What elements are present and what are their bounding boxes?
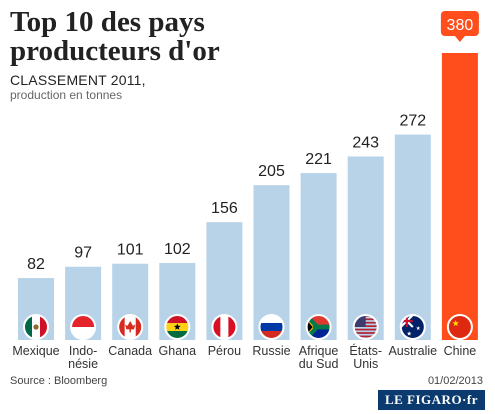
australia-flag-icon <box>399 314 426 340</box>
ghana-flag-icon <box>164 314 191 340</box>
china-flag-icon <box>446 314 473 340</box>
bar-australie <box>394 134 431 340</box>
category-label: Indo-nésie <box>68 344 98 371</box>
category-label: Australie <box>388 344 437 358</box>
bar-chine <box>441 53 478 340</box>
category-label: Pérou <box>208 344 241 358</box>
bar-afrique-du-sud <box>300 173 337 340</box>
value-label: 97 <box>74 245 92 262</box>
category-label: Chine <box>444 344 477 358</box>
value-label-highlight: 380 <box>440 11 479 42</box>
category-label: Mexique <box>12 344 59 358</box>
value-label: 221 <box>305 151 332 168</box>
usa-flag-icon <box>352 314 379 340</box>
mexico-flag-icon <box>23 314 49 340</box>
value-label: 102 <box>164 241 191 258</box>
date-stamp: 01/02/2013 <box>427 375 483 387</box>
svg-text:380: 380 <box>447 17 474 34</box>
bar-états-unis <box>347 156 384 340</box>
chart-title: Top 10 des pays producteurs d'or <box>10 6 220 67</box>
russia-flag-icon <box>258 314 285 340</box>
peru-flag-icon <box>211 314 238 340</box>
category-label: Russie <box>252 344 290 358</box>
category-label: Afrique du Sud <box>299 344 339 371</box>
indonesia-flag-icon <box>70 314 97 340</box>
value-label: 156 <box>211 200 238 217</box>
value-label: 243 <box>352 134 379 151</box>
source-note: Source : Bloomberg <box>10 375 108 387</box>
category-label: Ghana <box>159 344 197 358</box>
value-label: 205 <box>258 163 285 180</box>
canada-flag-icon <box>117 314 144 340</box>
unit-note: production en tonnes <box>10 88 123 102</box>
value-label: 272 <box>399 113 426 130</box>
south-africa-flag-icon <box>305 314 332 340</box>
value-label: 82 <box>27 256 45 273</box>
value-label: 101 <box>117 242 144 259</box>
brand-logo: LE FIGARO·fr <box>377 390 485 410</box>
chart-subtitle: CLASSEMENT 2011, <box>10 72 146 88</box>
category-label: Canada <box>108 344 152 358</box>
category-label: États-Unis <box>349 343 382 371</box>
